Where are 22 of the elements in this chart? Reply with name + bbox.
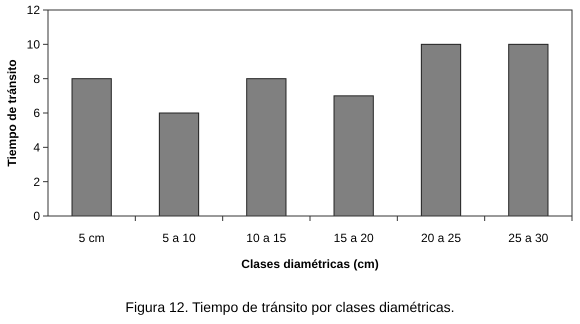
y-tick-label: 6 [33, 106, 40, 120]
x-tick-label: 5 cm [78, 231, 105, 245]
bar [72, 78, 112, 216]
bar [158, 112, 200, 216]
text: Figura 12. Tiempo de tránsito por clases diamétricas. [125, 299, 455, 315]
y-axis-title: Tiempo de tránsito [5, 59, 19, 167]
bar [334, 95, 374, 216]
bar [420, 44, 462, 216]
y-tick-label: 0 [33, 209, 40, 224]
x-tick-label: 5 a 10 [162, 231, 196, 245]
y-tick-label: 2 [33, 174, 40, 189]
x-tick-label: 20 a 25 [420, 231, 462, 245]
x-axis-title: Clases diamétricas (cm) [241, 257, 379, 271]
bar [246, 78, 286, 216]
x-tick-label: 15 a 20 [334, 231, 374, 245]
x-tick-label: 25 a 30 [508, 231, 549, 245]
y-tick-label: 8 [33, 72, 40, 86]
y-tick-label: 4 [33, 140, 40, 155]
x-tick-label: 10 a 15 [246, 231, 287, 245]
bar [508, 44, 548, 216]
y-tick-label: 10 [26, 38, 40, 52]
y-tick-label: 12 [26, 3, 40, 18]
